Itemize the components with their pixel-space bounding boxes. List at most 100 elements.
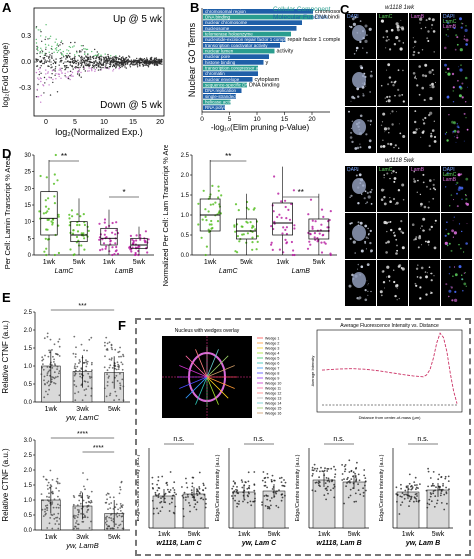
d-point	[71, 232, 75, 235]
f-point	[161, 495, 164, 498]
e-point	[51, 364, 53, 366]
f-point	[428, 498, 431, 501]
e-point	[84, 369, 87, 372]
go-bar	[203, 31, 291, 37]
e-ytick-label: 1.0	[24, 364, 33, 370]
e-point	[103, 366, 106, 369]
f-point	[191, 491, 193, 494]
f-point	[396, 493, 399, 496]
d-point	[45, 247, 48, 250]
e-point	[49, 374, 51, 377]
ma-point	[155, 57, 157, 59]
d-point	[70, 209, 73, 212]
e-ytick-label: 1.5	[24, 483, 33, 489]
ma-point	[157, 60, 159, 62]
e-ytick-label: 1.0	[24, 498, 33, 504]
e-point	[75, 370, 77, 372]
ma-point	[104, 67, 106, 69]
f-point	[432, 490, 435, 492]
f-legend-label: Wedge 9	[265, 377, 279, 381]
ma-point	[54, 48, 57, 50]
e-point	[85, 359, 87, 361]
d-point	[214, 201, 217, 204]
f-point	[173, 489, 176, 491]
e-point	[45, 512, 47, 515]
go-term-label: RNA polymerase II activity	[205, 105, 258, 110]
f-point	[196, 494, 199, 496]
f-point	[354, 472, 356, 475]
d-point	[253, 207, 256, 210]
e-point	[41, 356, 44, 359]
f-point	[205, 498, 207, 500]
ma-point	[54, 68, 57, 70]
e-point	[72, 503, 75, 506]
e-point	[74, 399, 77, 402]
c-bottom-tile: LamB	[409, 166, 440, 212]
e-point	[49, 338, 52, 341]
f-point	[400, 483, 402, 486]
f-point	[343, 478, 345, 480]
e-point	[111, 381, 114, 384]
e-point	[110, 517, 112, 519]
d-point	[284, 238, 287, 241]
d-point	[83, 248, 86, 251]
e-ytick-label: 2.0	[24, 328, 33, 334]
ma-point	[97, 64, 100, 66]
e-ytick-label: 1.5	[24, 346, 33, 352]
ma-point	[139, 65, 141, 67]
d-point	[128, 246, 131, 249]
f-point	[312, 469, 315, 472]
e-point	[48, 349, 50, 352]
e-point	[87, 496, 89, 499]
f-point	[440, 490, 443, 492]
ma-point	[54, 70, 56, 72]
f-point	[399, 495, 402, 498]
ma-point	[82, 59, 85, 62]
f-point	[199, 497, 202, 500]
d-point	[320, 251, 324, 254]
ma-point	[65, 66, 68, 69]
f-point	[246, 494, 249, 497]
f-point	[349, 481, 351, 484]
ma-point	[45, 46, 47, 48]
f-point	[241, 481, 244, 483]
e-point	[87, 504, 90, 507]
f-point	[277, 506, 280, 509]
f-point	[266, 486, 268, 489]
f-point	[440, 476, 443, 478]
e-point	[73, 514, 75, 517]
f-point	[164, 501, 167, 504]
e-point	[122, 355, 125, 358]
panel-f-frame	[135, 318, 471, 556]
f-point	[410, 484, 413, 487]
d-point	[45, 228, 48, 231]
d-group-label: 5wk	[73, 259, 86, 266]
e-point	[73, 380, 76, 382]
ma-point	[71, 59, 74, 61]
f-point	[197, 490, 200, 493]
ma-point	[147, 62, 149, 64]
e-point	[56, 477, 59, 480]
f-point	[204, 506, 207, 509]
ma-point	[67, 76, 70, 78]
ma-point	[114, 63, 117, 65]
e-point	[105, 501, 108, 504]
f-point	[166, 481, 168, 484]
f-point	[152, 512, 155, 515]
ma-point	[99, 55, 101, 58]
f-point	[186, 493, 189, 496]
e-point	[89, 377, 91, 379]
ma-point	[123, 59, 126, 62]
e-point	[86, 516, 89, 519]
ma-point	[80, 71, 82, 74]
ma-point	[89, 57, 92, 59]
ma-point	[55, 78, 57, 80]
d-point	[320, 208, 324, 211]
e-point	[55, 506, 58, 509]
f-point	[405, 486, 408, 489]
ma-point	[112, 56, 114, 59]
f-point	[247, 480, 250, 483]
f-point	[194, 503, 197, 506]
e-point	[120, 505, 123, 508]
e-point	[40, 493, 43, 495]
